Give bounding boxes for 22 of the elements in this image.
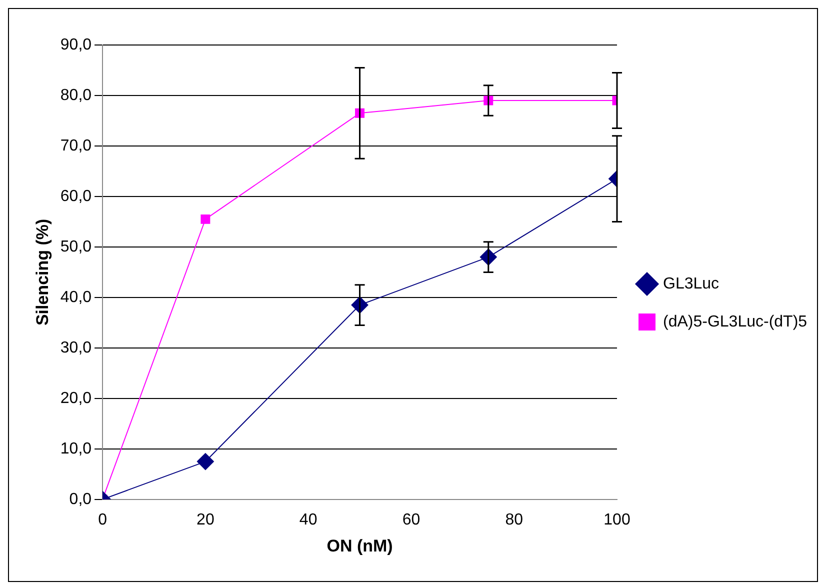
y-tick-label: 80,0 xyxy=(60,86,92,104)
point xyxy=(196,453,214,470)
x-tick-label: 80 xyxy=(505,511,524,528)
x-tick-label: 0 xyxy=(98,511,108,528)
y-tick-label: 60,0 xyxy=(60,188,92,205)
y-tick-label: 90,0 xyxy=(60,36,92,54)
x-axis-title: ON (nM) xyxy=(326,536,393,556)
y-tick-label: 10,0 xyxy=(60,440,92,458)
legend-label: GL3Luc xyxy=(663,275,720,292)
y-tick-label: 70,0 xyxy=(60,137,92,154)
x-tick-label: 60 xyxy=(402,511,420,528)
y-tick-label: 0,0 xyxy=(69,490,92,508)
x-tick-label: 40 xyxy=(299,511,318,528)
x-tick-label: 100 xyxy=(604,511,630,528)
y-axis-title: Silencing (%) xyxy=(32,218,52,326)
y-tick-label: 30,0 xyxy=(60,339,92,356)
y-tick-label: 50,0 xyxy=(60,238,92,256)
legend-label: (dA)5-GL3Luc-(dT)5 xyxy=(663,313,808,330)
y-tick-label: 40,0 xyxy=(60,288,92,306)
x-tick-label: 20 xyxy=(196,511,214,528)
y-tick-label: 20,0 xyxy=(60,390,92,407)
point xyxy=(200,214,210,224)
